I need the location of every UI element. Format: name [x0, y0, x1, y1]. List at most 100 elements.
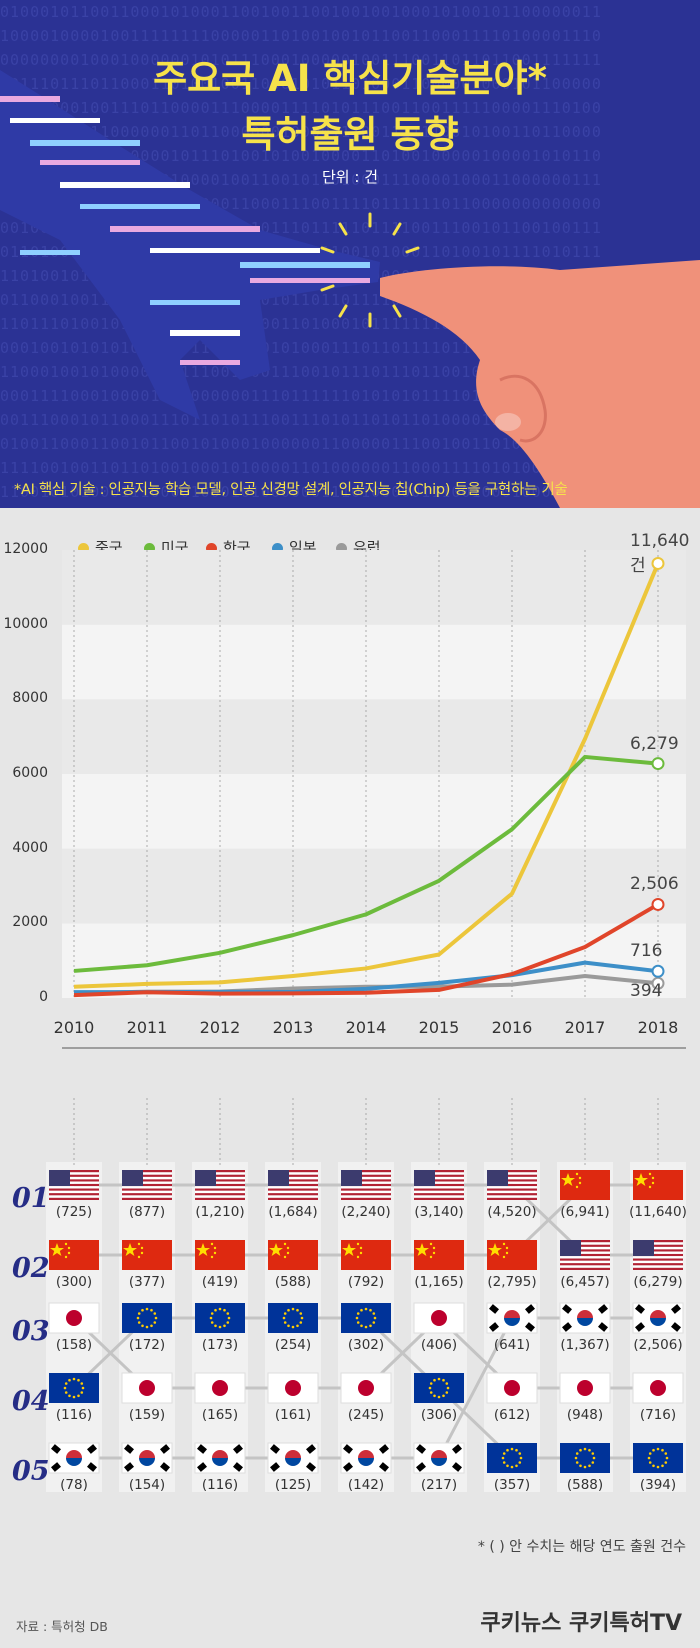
rank-value-label: (300): [55, 1274, 93, 1290]
y-tick-label: 0: [39, 989, 48, 1005]
y-tick-label: 4000: [12, 839, 48, 856]
flag-korea-icon: [632, 1302, 684, 1334]
series-line-korea: [73, 902, 660, 998]
flag-japan-icon: [632, 1372, 684, 1404]
end-point-korea: [651, 897, 665, 911]
rank-value-label: (116): [201, 1477, 239, 1493]
rank-value-label: (6,279): [633, 1274, 683, 1290]
end-label-japan: 716: [630, 941, 663, 962]
flag-china-icon: [122, 1240, 172, 1270]
rank-value-label: (716): [639, 1407, 677, 1423]
rank-value-label: (6,457): [560, 1274, 610, 1290]
end-label-europe: 394: [630, 981, 663, 1002]
flag-korea-icon: [194, 1442, 246, 1474]
legend-swatch: [336, 543, 347, 554]
rank-value-label: (948): [566, 1407, 604, 1423]
x-tick-label: 2018: [637, 1018, 679, 1037]
legend-swatch: [144, 543, 155, 554]
flag-eu-icon: [49, 1373, 99, 1403]
rank-value-label: (154): [128, 1477, 166, 1493]
x-tick-label: 2015: [418, 1018, 460, 1037]
rank-value-label: (357): [493, 1477, 531, 1493]
flag-china-icon: [341, 1240, 391, 1270]
series-line-usa: [73, 754, 659, 973]
flag-eu-icon: [633, 1443, 683, 1473]
end-label-usa: 6,279: [630, 733, 679, 754]
flag-china-icon: [268, 1240, 318, 1270]
grid-band: [62, 550, 686, 625]
rank-value-label: (877): [128, 1204, 166, 1220]
flag-korea-icon: [413, 1442, 465, 1474]
rank-value-label: (302): [347, 1337, 385, 1353]
y-tick-label: 10000: [3, 615, 48, 632]
flag-usa-icon: [414, 1170, 464, 1200]
y-tick-label: 6000: [12, 765, 48, 781]
end-label-korea: 2,506: [630, 874, 679, 895]
legend-swatch: [78, 543, 89, 554]
title-line-1: 주요국 AI 핵심기술분야*: [153, 57, 547, 100]
flag-usa-icon: [49, 1170, 99, 1200]
rank-value-label: (641): [493, 1337, 531, 1353]
rank-value-label: (165): [201, 1407, 239, 1423]
rank-value-label: (377): [128, 1274, 166, 1290]
series-line-china: [73, 562, 660, 989]
rank-value-label: (3,140): [414, 1204, 464, 1220]
human-hand-icon: [380, 260, 700, 508]
rank-value-label: (159): [128, 1407, 166, 1423]
rank-value-label: (158): [55, 1337, 93, 1353]
flag-china-icon: [414, 1240, 464, 1270]
flag-usa-icon: [560, 1240, 610, 1270]
rank-value-label: (254): [274, 1337, 312, 1353]
rank-value-label: (588): [274, 1274, 312, 1290]
end-point-china: [651, 556, 665, 570]
rank-value-label: (125): [274, 1477, 312, 1493]
ranking-note: * ( ) 안 수치는 해당 연도 출원 건수: [477, 1539, 686, 1555]
brand-logo: 쿠키뉴스 쿠키특허TV: [480, 1611, 682, 1636]
rank-value-label: (2,506): [633, 1337, 683, 1353]
header-illustration: 0100010110011000101000110010011001001001…: [0, 0, 700, 508]
y-tick-label: 12000: [3, 541, 48, 557]
rank-number-02: 02: [12, 1253, 50, 1284]
rank-value-label: (78): [60, 1477, 88, 1493]
legend-swatch: [206, 543, 217, 554]
rank-value-label: (588): [566, 1477, 604, 1493]
rank-value-label: (406): [420, 1337, 458, 1353]
rank-number-04: 04: [12, 1386, 50, 1417]
rank-value-label: (173): [201, 1337, 239, 1353]
flag-usa-icon: [122, 1170, 172, 1200]
title-line-2: 특허출원 동향: [241, 113, 459, 156]
flag-korea-icon: [121, 1442, 173, 1474]
y-tick-label: 2000: [12, 914, 48, 931]
flag-japan-icon: [194, 1372, 246, 1404]
flag-eu-icon: [560, 1443, 610, 1473]
flag-korea-icon: [48, 1442, 100, 1474]
flag-korea-icon: [267, 1442, 319, 1474]
x-tick-label: 2014: [345, 1018, 387, 1037]
flag-usa-icon: [341, 1170, 391, 1200]
flag-china-icon: [195, 1240, 245, 1270]
rank-number-05: 05: [12, 1456, 50, 1487]
rank-value-label: (2,240): [341, 1204, 391, 1220]
flag-china-icon: [560, 1170, 610, 1200]
x-tick-label: 2013: [272, 1018, 314, 1037]
grid-band: [62, 774, 686, 849]
flag-eu-icon: [341, 1303, 391, 1333]
source-label: 자료 : 특허청 DB: [16, 1619, 108, 1634]
flag-japan-icon: [121, 1372, 173, 1404]
rank-value-label: (1,684): [268, 1204, 318, 1220]
x-tick-label: 2011: [126, 1018, 168, 1037]
flag-china-icon: [487, 1240, 537, 1270]
y-tick-label: 8000: [12, 690, 48, 707]
flag-usa-icon: [633, 1240, 683, 1270]
rank-value-label: (394): [639, 1477, 677, 1493]
rank-value-label: (4,520): [487, 1204, 537, 1220]
rank-value-label: (245): [347, 1407, 385, 1423]
x-tick-label: 2016: [491, 1018, 533, 1037]
flag-eu-icon: [414, 1373, 464, 1403]
rank-value-label: (612): [493, 1407, 531, 1423]
flag-eu-icon: [195, 1303, 245, 1333]
flag-china-icon: [633, 1170, 683, 1200]
hands-illustration: [0, 70, 700, 508]
rank-value-label: (725): [55, 1204, 93, 1220]
flag-japan-icon: [267, 1372, 319, 1404]
